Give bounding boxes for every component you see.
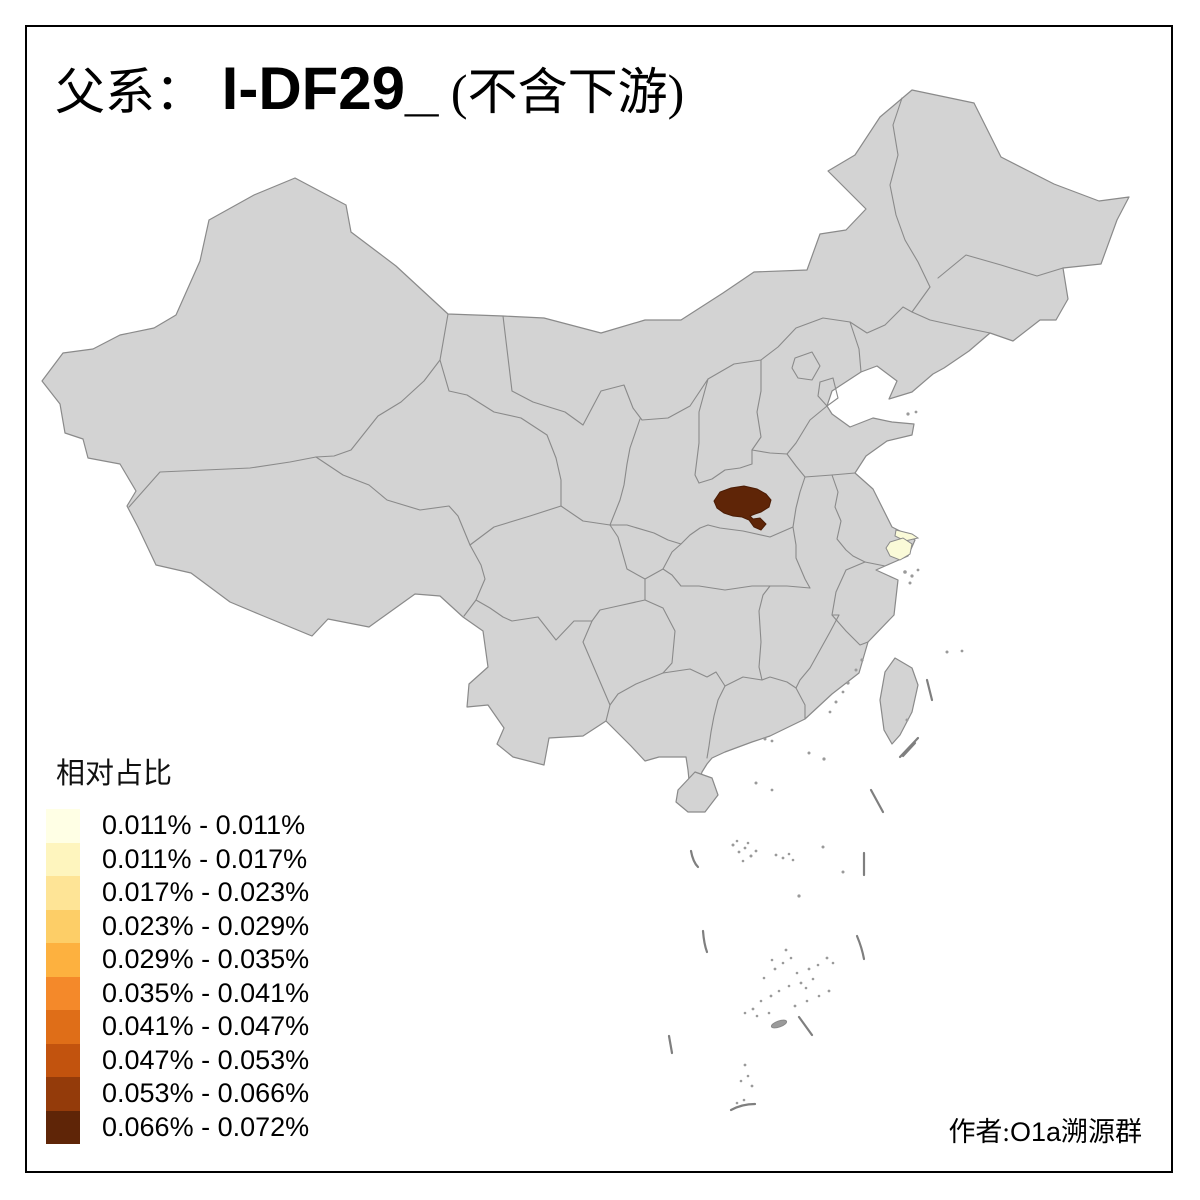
legend-label-0: 0.011% - 0.011% xyxy=(102,810,306,841)
legend-swatch-1 xyxy=(46,842,80,876)
province-borders xyxy=(128,97,1064,759)
legend-label-5: 0.035% - 0.041% xyxy=(102,977,310,1008)
page-title: 父系： I-DF29_ (不含下游) xyxy=(55,52,684,124)
legend-item-4: 0.029% - 0.035% xyxy=(46,943,309,977)
legend: 相对占比 0.011% - 0.011% 0.011% - 0.017% 0.017… xyxy=(46,750,309,1144)
legend-item-6: 0.041% - 0.047% xyxy=(46,1010,309,1044)
hainan-island xyxy=(675,771,719,813)
legend-item-0: 0.011% - 0.011% xyxy=(46,809,309,843)
legend-item-1: 0.011% - 0.017% xyxy=(46,842,309,876)
title-haplogroup-code: I-DF29_ xyxy=(205,55,439,122)
legend-title: 相对占比 xyxy=(56,758,173,790)
legend-label-1: 0.011% - 0.017% xyxy=(102,843,308,874)
taiwan-island xyxy=(879,657,919,745)
credit-prefix: 作者: xyxy=(948,1117,1010,1147)
legend-swatch-7 xyxy=(46,1043,80,1077)
highlighted-region-pale-2 xyxy=(885,537,913,561)
title-suffix: (不含下游) xyxy=(438,64,685,120)
legend-swatch-3 xyxy=(46,909,80,943)
legend-swatch-6 xyxy=(46,1010,80,1044)
legend-label-2: 0.017% - 0.023% xyxy=(102,877,310,908)
legend-swatch-0 xyxy=(46,809,80,843)
legend-label-7: 0.047% - 0.053% xyxy=(102,1044,310,1075)
legend-swatch-8 xyxy=(46,1077,80,1111)
legend-label-6: 0.041% - 0.047% xyxy=(102,1011,310,1042)
legend-item-5: 0.035% - 0.041% xyxy=(46,976,310,1010)
highlighted-region-dark xyxy=(713,485,772,531)
legend-label-4: 0.029% - 0.035% xyxy=(102,944,310,975)
legend-swatch-4 xyxy=(46,943,80,977)
title-prefix: 父系： xyxy=(55,64,205,120)
legend-item-9: 0.066% - 0.072% xyxy=(46,1110,310,1144)
credit-suffix: 溯源群 xyxy=(1061,1117,1142,1147)
legend-swatch-5 xyxy=(46,976,80,1010)
legend-swatch-9 xyxy=(46,1110,80,1144)
legend-label-3: 0.023% - 0.029% xyxy=(102,910,310,941)
legend-items: 0.011% - 0.011% 0.011% - 0.017% 0.017% - 0… xyxy=(46,809,309,1144)
author-credit: 作者:O1a溯源群 xyxy=(948,1110,1142,1149)
coastal-islands xyxy=(763,410,964,743)
credit-group-code: O1a xyxy=(1009,1117,1061,1147)
legend-swatch-2 xyxy=(46,876,80,910)
legend-item-3: 0.023% - 0.029% xyxy=(46,909,310,943)
nine-dash-line xyxy=(667,678,934,1112)
mainland-outline xyxy=(41,89,1130,793)
legend-label-9: 0.066% - 0.072% xyxy=(102,1111,310,1142)
legend-label-8: 0.053% - 0.066% xyxy=(102,1078,310,1109)
south-china-sea-islands xyxy=(731,751,845,1105)
legend-item-7: 0.047% - 0.053% xyxy=(46,1043,310,1077)
legend-item-2: 0.017% - 0.023% xyxy=(46,876,309,910)
legend-item-8: 0.053% - 0.066% xyxy=(46,1077,309,1111)
